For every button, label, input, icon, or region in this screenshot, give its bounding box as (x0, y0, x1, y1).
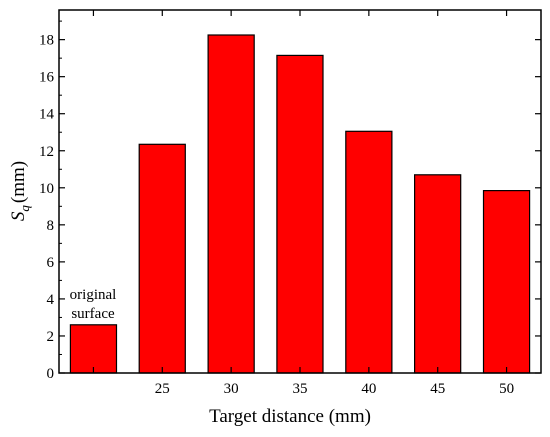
y-tick-label-7: 14 (39, 107, 55, 123)
annotation-line-1: original (70, 287, 117, 303)
y-tick-label-6: 12 (39, 144, 54, 160)
y-tick-label-9: 18 (39, 33, 54, 49)
y-tick-label-2: 4 (47, 292, 55, 308)
y-axis-symbol: S (8, 211, 29, 221)
bars-group (69, 34, 531, 374)
x-tick-label-5: 45 (430, 381, 445, 397)
bar-1 (138, 143, 186, 374)
annotation-line-2: surface (71, 306, 115, 322)
x-tick-label-3: 35 (293, 381, 308, 397)
bar-0 (69, 324, 118, 374)
bar-3 (276, 54, 324, 374)
y-axis-subscript: q (17, 205, 32, 212)
y-axis-title: Sq (mm) (8, 161, 32, 221)
x-tick-label-6: 50 (499, 381, 514, 397)
y-tick-label-8: 16 (39, 70, 55, 86)
x-axis-ticks: 25 30 35 40 45 50 (92, 10, 514, 397)
plot-frame (58, 9, 542, 374)
bar-2 (207, 34, 255, 374)
x-tick-label-4: 40 (361, 381, 376, 397)
bar-4 (345, 130, 393, 374)
y-tick-label-4: 8 (47, 218, 55, 234)
x-axis-title: Target distance (mm) (209, 406, 371, 427)
bar-5 (414, 174, 462, 374)
y-tick-label-0: 0 (47, 366, 55, 382)
x-tick-label-1: 25 (155, 381, 170, 397)
y-tick-label-5: 10 (39, 181, 54, 197)
y-tick-label-3: 6 (47, 255, 55, 271)
y-tick-label-1: 2 (47, 329, 55, 345)
x-tick-label-2: 30 (224, 381, 239, 397)
bar-6 (482, 190, 531, 374)
y-axis-ticks: 0 2 4 6 8 10 12 14 16 18 (39, 20, 541, 382)
y-axis-unit: (mm) (8, 161, 29, 203)
